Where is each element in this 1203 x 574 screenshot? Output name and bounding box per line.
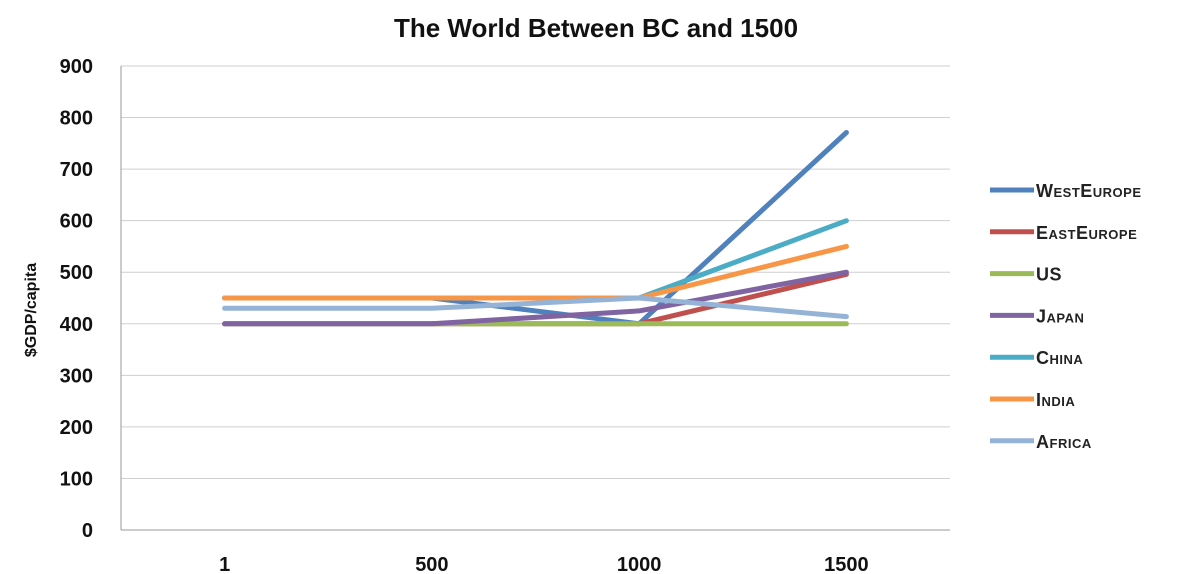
legend-label-westeurope: WestEurope [1036, 181, 1142, 201]
gridlines [121, 65, 950, 479]
series-line-india [222, 243, 849, 301]
y-tick-label: 200 [60, 417, 93, 439]
x-axis-ticks: 1 500 1000 1500 [219, 554, 869, 574]
y-tick-label: 300 [60, 365, 93, 387]
legend-label-china: China [1036, 348, 1083, 368]
y-tick-label: 900 [60, 56, 93, 78]
series-lines [222, 130, 849, 327]
axes [120, 66, 950, 531]
series-line-africa [222, 295, 849, 320]
y-tick-label: 0 [82, 520, 93, 542]
x-tick-label: 500 [415, 554, 448, 574]
y-tick-label: 100 [60, 468, 93, 490]
y-tick-label: 400 [60, 314, 93, 336]
x-tick-label: 1500 [824, 554, 869, 574]
x-tick-label: 1 [219, 554, 230, 574]
y-axis-label: $GDP/capita [23, 263, 40, 357]
legend: WestEurope EastEurope US Japan China India Afr… [990, 181, 1142, 452]
legend-label-india: India [1036, 390, 1075, 410]
series-line-china [222, 218, 849, 301]
legend-label-africa: Africa [1036, 432, 1092, 452]
x-tick-label: 1000 [617, 554, 662, 574]
y-tick-label: 600 [60, 211, 93, 233]
y-tick-label: 500 [60, 262, 93, 284]
series-line-japan [222, 269, 849, 327]
y-tick-label: 800 [60, 108, 93, 130]
y-tick-label: 700 [60, 159, 93, 181]
legend-label-easteurope: EastEurope [1036, 223, 1137, 243]
y-axis-ticks: 0 100 200 300 400 500 600 700 800 900 [60, 56, 93, 542]
chart-title: The World Between BC and 1500 [394, 13, 798, 43]
legend-label-japan: Japan [1036, 306, 1084, 326]
legend-label-us: US [1036, 265, 1062, 285]
